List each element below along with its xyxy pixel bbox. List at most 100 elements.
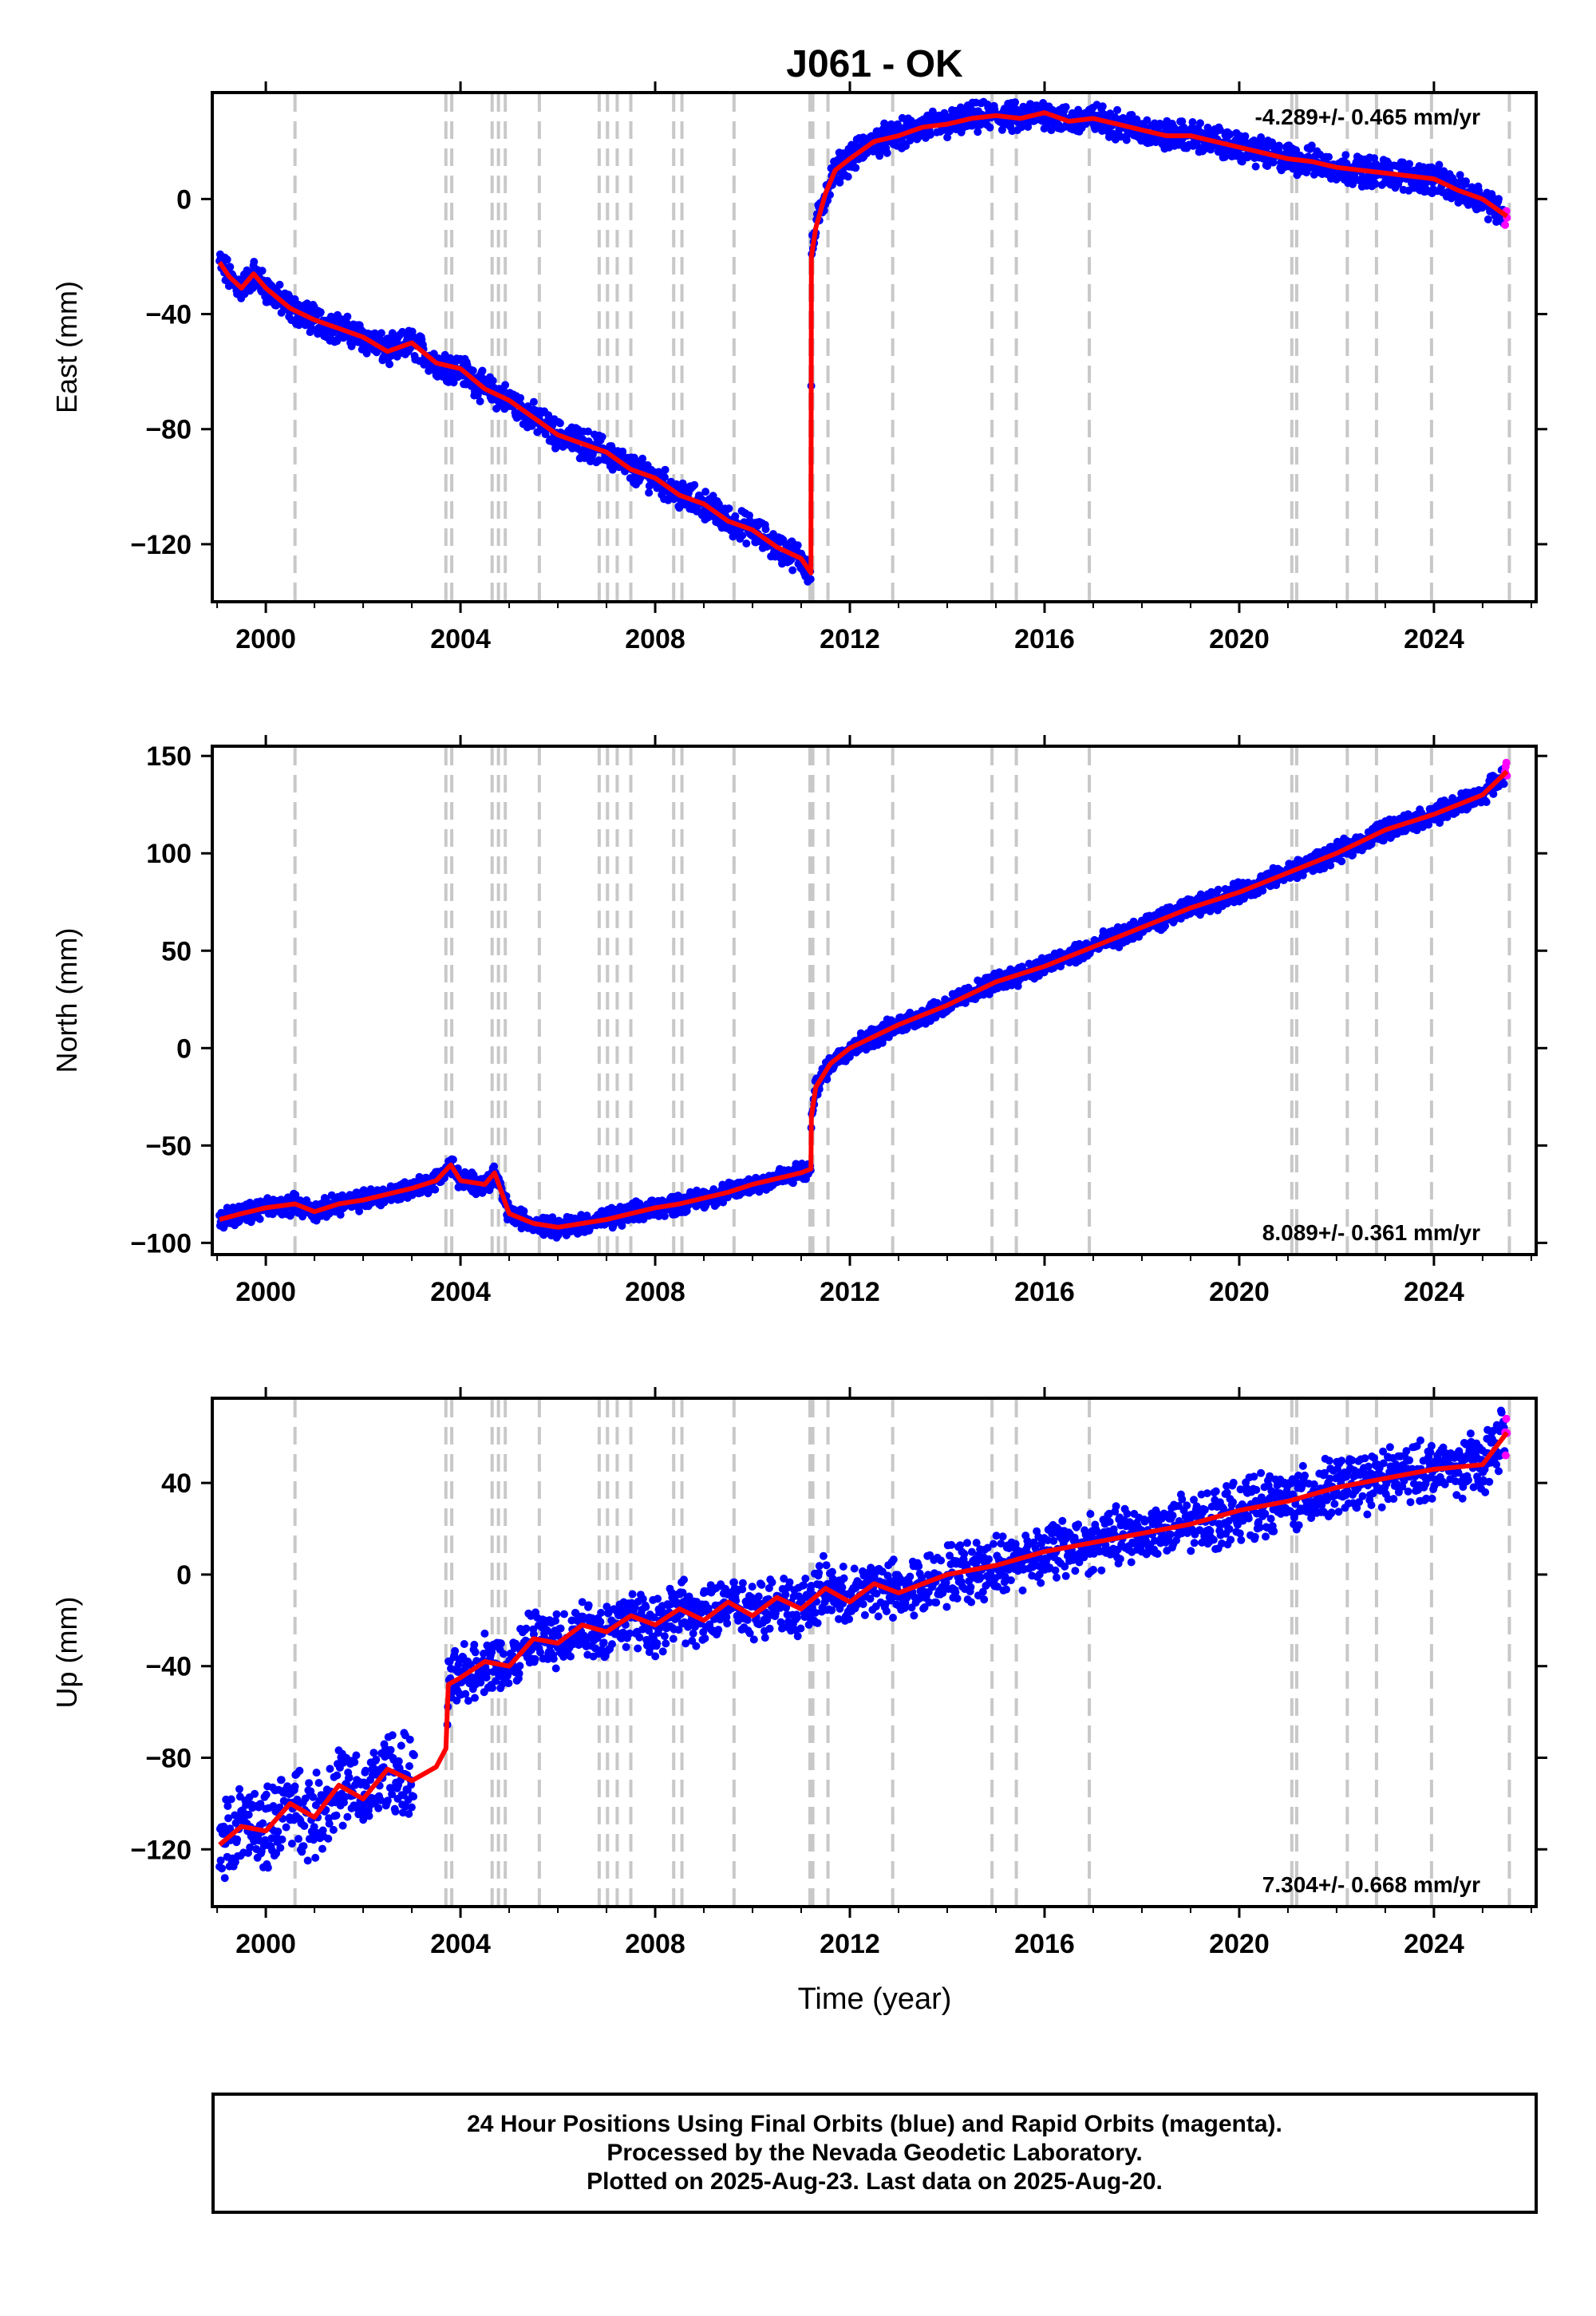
up-data-point <box>324 1834 333 1843</box>
up-data-point <box>407 1803 416 1812</box>
east-data-point <box>883 148 891 157</box>
east-data-point <box>661 465 670 474</box>
east-data-point <box>806 575 815 583</box>
east-data-point <box>362 349 371 358</box>
up-data-point <box>290 1782 299 1791</box>
east-data-point <box>529 397 538 406</box>
north-data-point <box>823 1075 832 1084</box>
east-data-point <box>1251 162 1260 171</box>
north-ytick-label: 50 <box>161 936 192 966</box>
north-xtick-label: 2020 <box>1209 1277 1270 1307</box>
north-data-point <box>1214 885 1223 894</box>
north-model-line <box>219 769 1509 1230</box>
north-xtick-label: 2024 <box>1404 1277 1464 1307</box>
east-data-point <box>1011 98 1019 107</box>
up-data-point <box>409 1751 418 1760</box>
up-data-point <box>343 1812 352 1821</box>
east-data-point <box>598 433 606 441</box>
east-data-point <box>1341 151 1350 160</box>
up-data-point <box>300 1822 309 1830</box>
east-rate-label: -4.289+/- 0.465 mm/yr <box>1254 105 1480 129</box>
east-data-point <box>1122 136 1131 144</box>
east-data-point <box>544 411 553 420</box>
up-data-point <box>251 1789 259 1798</box>
up-panel: 2000 2004 2008 2012 2016 2020 2024−120−80−4004… <box>50 1387 1547 1959</box>
figure-title: J061 - OK <box>786 43 963 85</box>
up-data-point <box>352 1751 361 1760</box>
north-xtick-label: 2008 <box>625 1277 685 1307</box>
up-data-point <box>391 1807 400 1816</box>
east-data-point <box>943 133 952 142</box>
north-xtick-label: 2012 <box>820 1277 880 1307</box>
up-data-point <box>312 1769 321 1777</box>
east-data-point <box>1292 146 1301 155</box>
up-data-point <box>318 1844 326 1853</box>
east-data-point <box>476 397 484 405</box>
east-xtick-label: 2012 <box>820 624 880 654</box>
up-data-point <box>338 1821 347 1830</box>
up-data-point <box>372 1755 381 1764</box>
east-data-point <box>385 360 394 369</box>
north-data-point <box>448 1156 457 1164</box>
up-data-point <box>278 1835 286 1844</box>
up-data-point <box>276 1844 285 1852</box>
up-data-point <box>470 1640 479 1649</box>
east-data-point <box>478 366 487 375</box>
up-data-point <box>332 1811 341 1820</box>
up-data-point <box>386 1745 395 1754</box>
east-data-point <box>906 136 915 145</box>
east-data-point <box>761 525 770 534</box>
east-data-point <box>1220 152 1229 161</box>
east-ytick-label: −80 <box>145 415 192 445</box>
east-data-point <box>1047 126 1056 135</box>
up-data-point <box>397 1741 405 1750</box>
east-data-point <box>986 123 994 132</box>
up-data-point <box>295 1766 304 1775</box>
east-data-point <box>638 454 647 463</box>
east-data-point <box>843 172 852 181</box>
east-xtick-label: 2000 <box>235 624 296 654</box>
up-data-point <box>329 1825 338 1834</box>
up-data-point <box>259 1819 267 1828</box>
east-ytick-label: −40 <box>145 300 192 330</box>
north-data-point <box>355 1207 364 1215</box>
east-data-point <box>738 532 747 539</box>
east-data-point <box>250 258 259 266</box>
east-ytick-label: −120 <box>130 530 192 560</box>
up-data-point <box>287 1840 296 1848</box>
up-data-point <box>282 1823 290 1832</box>
east-data-point <box>1098 102 1107 111</box>
east-data-point <box>449 378 458 387</box>
east-data-point <box>902 141 911 150</box>
east-data-point <box>488 377 497 385</box>
east-data-point <box>1263 162 1272 170</box>
east-data-point <box>836 178 844 187</box>
east-data-point <box>745 511 753 520</box>
up-data-point <box>262 1790 271 1799</box>
east-data-point <box>377 329 385 338</box>
north-ytick-label: 100 <box>146 839 192 869</box>
east-data-point <box>584 427 592 436</box>
up-data-point <box>405 1762 413 1770</box>
north-data-point <box>1337 857 1346 866</box>
east-data-point <box>555 419 564 428</box>
east-data-point <box>316 308 325 317</box>
up-data-point <box>277 1776 286 1784</box>
east-data-point <box>468 366 477 375</box>
north-data-point <box>431 1185 440 1194</box>
north-frame <box>211 745 1538 1256</box>
east-frame <box>211 91 1538 603</box>
up-data-point <box>326 1765 334 1773</box>
east-data-point <box>974 128 982 136</box>
east-xtick-label: 2020 <box>1209 624 1270 654</box>
north-data-point <box>223 1203 231 1212</box>
east-data-point <box>788 566 797 575</box>
up-data-point <box>227 1795 235 1804</box>
east-data-point <box>793 541 802 550</box>
east-data-point <box>1274 141 1283 150</box>
up-data-point <box>294 1835 302 1844</box>
east-data-point <box>645 488 654 497</box>
east-data-point <box>926 130 934 139</box>
east-data-point <box>1152 138 1160 147</box>
